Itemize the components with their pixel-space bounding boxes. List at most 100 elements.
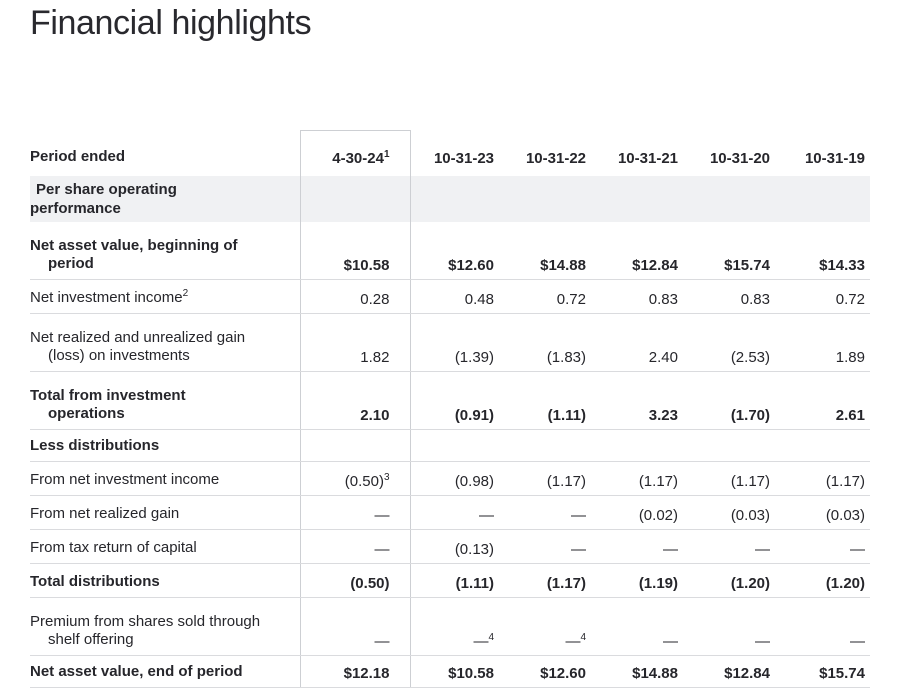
cell: (0.03) <box>778 495 870 530</box>
cell <box>299 429 411 462</box>
cell: (1.11) <box>502 371 594 430</box>
cell: (1.20) <box>686 563 778 598</box>
cell: $15.74 <box>686 222 778 280</box>
section-title: Per share operating performance <box>30 176 300 222</box>
cell: (1.11) <box>410 563 502 598</box>
cell: (1.17) <box>778 461 870 496</box>
cell: $12.18 <box>299 655 411 688</box>
table-row: From net investment income (0.50)3 (0.98… <box>30 461 870 496</box>
row-label: Net asset value, beginning of period <box>30 222 300 280</box>
cell: — <box>299 529 411 564</box>
cell <box>410 429 502 462</box>
cell: 0.72 <box>778 279 870 314</box>
section-title: Less distributions <box>30 429 300 462</box>
cell <box>410 176 502 222</box>
cell: $14.33 <box>778 222 870 280</box>
cell: — <box>410 495 502 530</box>
cell: — <box>778 597 870 656</box>
cell <box>778 176 870 222</box>
cell: $15.74 <box>778 655 870 688</box>
section-row: Less distributions <box>30 429 870 462</box>
cell: — <box>299 495 411 530</box>
cell: — <box>299 597 411 656</box>
cell: 0.83 <box>594 279 686 314</box>
financial-highlights-table: Period ended 4-30-241 10-31-23 10-31-22 … <box>30 130 870 688</box>
row-label: Net investment income2 <box>30 279 300 314</box>
row-label: From tax return of capital <box>30 529 300 564</box>
cell: — <box>594 597 686 656</box>
cell: (0.03) <box>686 495 778 530</box>
cell: $12.84 <box>686 655 778 688</box>
row-label: Total from investment operations <box>30 371 300 430</box>
cell: — <box>594 529 686 564</box>
cell: — <box>778 529 870 564</box>
cell <box>686 176 778 222</box>
cell <box>502 429 594 462</box>
cell: 2.40 <box>594 313 686 372</box>
row-label: Net asset value, end of period <box>30 655 300 688</box>
cell <box>686 429 778 462</box>
column-header: 10-31-20 <box>709 150 770 167</box>
cell: (0.50)3 <box>299 461 411 496</box>
cell: —4 <box>410 597 502 656</box>
cell: $14.88 <box>594 655 686 688</box>
cell: (1.70) <box>686 371 778 430</box>
table-row: Net realized and unrealized gain (loss) … <box>30 313 870 372</box>
table-row: From net realized gain — — — (0.02) (0.0… <box>30 495 870 530</box>
cell <box>594 429 686 462</box>
column-header: 10-31-22 <box>525 150 586 167</box>
cell: (0.91) <box>410 371 502 430</box>
table-row: Premium from shares sold through shelf o… <box>30 597 870 656</box>
cell <box>502 176 594 222</box>
table-row: From tax return of capital — (0.13) — — … <box>30 529 870 564</box>
cell: (0.98) <box>410 461 502 496</box>
cell: (2.53) <box>686 313 778 372</box>
column-header: 10-31-23 <box>433 150 494 167</box>
period-ended-label: Period ended <box>30 148 126 166</box>
table-row: Net investment income2 0.28 0.48 0.72 0.… <box>30 279 870 314</box>
cell: (1.17) <box>502 563 594 598</box>
cell: —4 <box>502 597 594 656</box>
cell: 0.48 <box>410 279 502 314</box>
cell: 1.89 <box>778 313 870 372</box>
row-label: Net realized and unrealized gain (loss) … <box>30 313 300 372</box>
cell: $12.84 <box>594 222 686 280</box>
column-header: 10-31-19 <box>804 150 865 167</box>
cell: (1.19) <box>594 563 686 598</box>
row-label: From net realized gain <box>30 495 300 530</box>
cell: $14.88 <box>502 222 594 280</box>
cell: 0.28 <box>299 279 411 314</box>
cell: (1.17) <box>594 461 686 496</box>
section-header-row: Per share operating performance <box>30 176 870 222</box>
cell: — <box>686 529 778 564</box>
cell: 0.72 <box>502 279 594 314</box>
cell: 3.23 <box>594 371 686 430</box>
table-row: Total distributions (0.50) (1.11) (1.17)… <box>30 563 870 598</box>
cell: — <box>502 529 594 564</box>
cell: — <box>686 597 778 656</box>
column-header: 10-31-21 <box>617 150 678 167</box>
cell: 2.61 <box>778 371 870 430</box>
cell: 0.83 <box>686 279 778 314</box>
cell: (1.83) <box>502 313 594 372</box>
cell: $10.58 <box>299 222 411 280</box>
cell: (1.39) <box>410 313 502 372</box>
cell: $12.60 <box>410 222 502 280</box>
table-header-row: Period ended 4-30-241 10-31-23 10-31-22 … <box>30 130 870 176</box>
row-label: Total distributions <box>30 563 300 598</box>
cell: (0.13) <box>410 529 502 564</box>
column-header: 4-30-241 <box>299 130 411 176</box>
cell: 2.10 <box>299 371 411 430</box>
cell: $10.58 <box>410 655 502 688</box>
row-label: Premium from shares sold through shelf o… <box>30 597 300 656</box>
table-row: Total from investment operations 2.10 (0… <box>30 371 870 430</box>
row-label: From net investment income <box>30 461 300 496</box>
cell <box>299 176 411 222</box>
cell <box>594 176 686 222</box>
cell: (1.17) <box>502 461 594 496</box>
cell: (0.02) <box>594 495 686 530</box>
cell: — <box>502 495 594 530</box>
cell: 1.82 <box>299 313 411 372</box>
cell: (1.17) <box>686 461 778 496</box>
cell: $12.60 <box>502 655 594 688</box>
